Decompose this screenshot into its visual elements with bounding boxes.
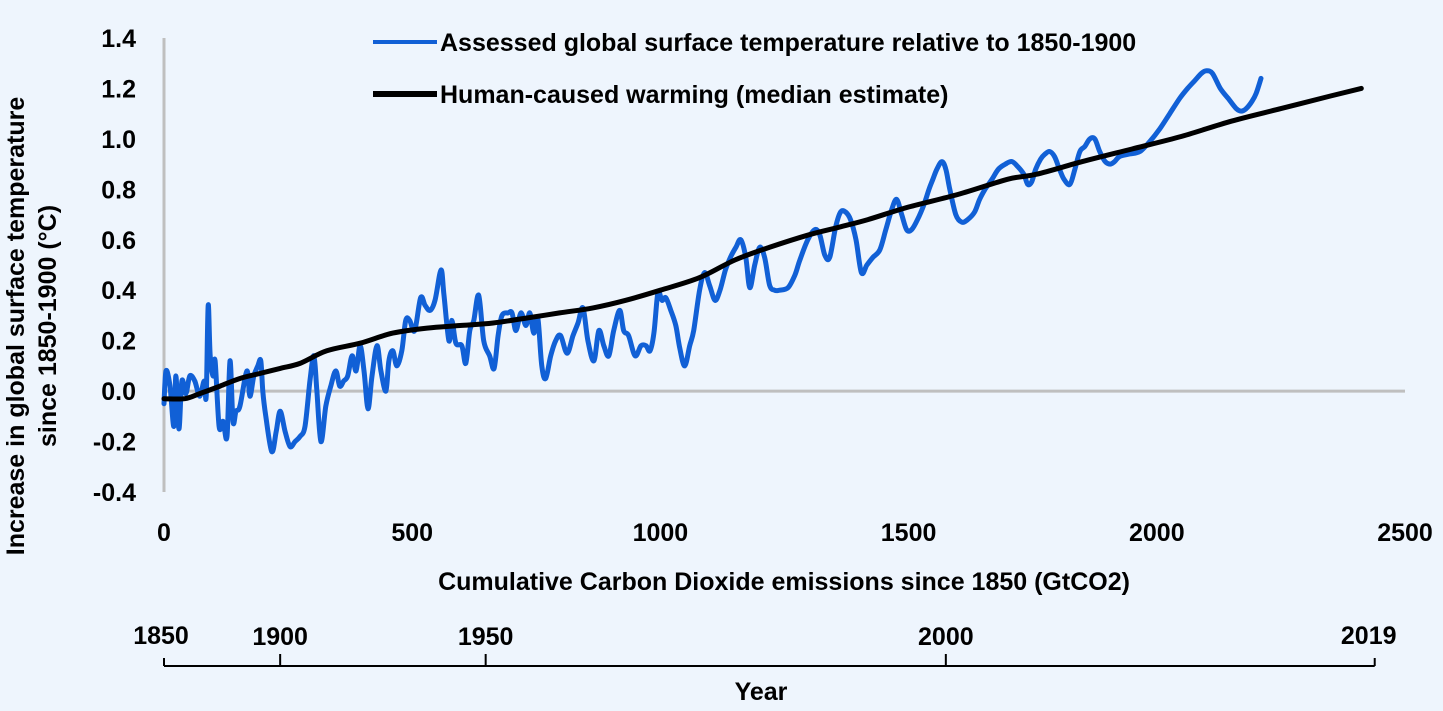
y-tick-label: 0.2	[101, 328, 136, 356]
x-axis-ticks: 0 500 1000 1500 2000 2500	[157, 519, 1433, 547]
legend-label-assessed-temperature: Assessed global surface temperature rela…	[440, 29, 1136, 57]
x-tick-label: 0	[157, 519, 171, 547]
y-axis-title-line-2: since 1850-1900 (°C)	[34, 205, 62, 447]
y-tick-label: 0.0	[101, 378, 136, 406]
year-axis-title: Year	[735, 678, 788, 706]
year-tick-label: 2019	[1341, 622, 1397, 650]
legend-label-human-caused-warming: Human-caused warming (median estimate)	[440, 81, 948, 109]
y-tick-label: 0.4	[101, 277, 136, 305]
year-tick-label: 1850	[133, 622, 189, 650]
y-tick-label: 1.0	[101, 126, 136, 154]
year-tick-label: 2000	[918, 623, 974, 651]
y-tick-label: 1.4	[101, 25, 136, 53]
series-line-assessed-temperature	[161, 68, 1264, 455]
legend: Assessed global surface temperature rela…	[373, 29, 1136, 109]
y-axis-title: Increase in global surface temperature s…	[2, 97, 62, 556]
year-tick-label: 1950	[458, 623, 514, 651]
y-axis-title-line-1: Increase in global surface temperature	[2, 97, 30, 556]
year-axis: 1850 1900 1950 2000 2019	[133, 622, 1397, 667]
x-tick-label: 2500	[1377, 519, 1433, 547]
y-tick-label: -0.4	[93, 479, 136, 507]
x-tick-label: 1500	[881, 519, 937, 547]
x-tick-label: 1000	[633, 519, 689, 547]
x-tick-label: 2000	[1129, 519, 1185, 547]
year-tick-label: 1900	[252, 623, 308, 651]
x-tick-label: 500	[391, 519, 433, 547]
y-axis-ticks: 1.4 1.2 1.0 0.8 0.6 0.4 0.2 0.0 -0.2 -0.4	[93, 25, 136, 507]
y-tick-label: 0.6	[101, 227, 136, 255]
x-axis-title: Cumulative Carbon Dioxide emissions sinc…	[438, 568, 1130, 596]
series-line-human-caused-warming	[161, 85, 1364, 402]
y-tick-label: 1.2	[101, 75, 136, 103]
y-tick-label: -0.2	[93, 429, 136, 457]
y-tick-label: 0.8	[101, 176, 136, 204]
